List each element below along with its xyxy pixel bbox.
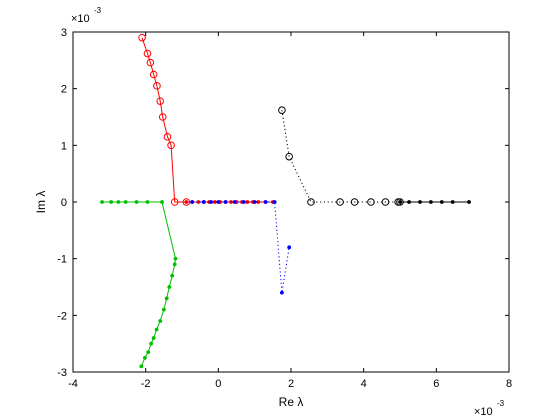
series-3-point-8 (172, 262, 177, 267)
series-3-point-19 (139, 364, 144, 369)
series-2-point-1 (201, 200, 206, 204)
series-1-point-2 (196, 200, 201, 204)
series-0-point-2 (146, 58, 155, 67)
series-0 (138, 33, 191, 206)
series-4-point-5 (367, 198, 375, 206)
y-tick-label-6: 3 (61, 27, 67, 39)
series-1-point-5 (212, 200, 217, 204)
series-3-point-16 (149, 341, 154, 346)
x-axis-label: Re λ (279, 395, 304, 409)
series-2 (190, 200, 292, 295)
series-0-point-8 (167, 141, 175, 150)
series-2-point-7 (252, 200, 257, 204)
series-0-point-9 (170, 198, 179, 206)
x-exponent-power: -3 (497, 399, 505, 408)
series-4-point-6 (381, 198, 390, 206)
x-tick-label-1: -2 (141, 378, 151, 390)
y-exponent-base: ×10 (71, 13, 90, 25)
series-4-point-3 (336, 198, 344, 206)
series-layer (100, 33, 471, 369)
series-0-point-6 (158, 113, 167, 121)
series-3-point-3 (123, 200, 128, 204)
y-tick-label-3: 0 (61, 197, 67, 209)
y-tick-label-5: 2 (61, 84, 67, 96)
series-5-point-1 (407, 200, 411, 204)
series-3-point-6 (160, 200, 164, 204)
x-tick-label-0: -4 (68, 378, 78, 390)
series-1-point-13 (256, 200, 261, 204)
series-3-point-4 (134, 200, 139, 204)
series-3-point-2 (116, 200, 121, 204)
series-4-point-4 (350, 198, 359, 206)
series-4-line (281, 110, 400, 203)
y-exponent-annotation: ×10 -3 (71, 6, 102, 25)
series-2-point-0 (190, 200, 195, 204)
y-exponent-power: -3 (94, 6, 102, 15)
series-3-point-13 (158, 319, 163, 323)
series-5 (398, 200, 471, 204)
series-3-point-12 (161, 307, 166, 312)
series-3-point-17 (146, 350, 151, 355)
series-3-point-5 (145, 200, 150, 204)
series-3-point-14 (154, 327, 159, 332)
series-0-point-4 (153, 82, 161, 90)
series-2-point-11 (287, 245, 292, 250)
y-tick-label-4: 1 (61, 140, 67, 152)
y-tick-label-1: -2 (57, 310, 67, 322)
series-3-point-7 (173, 256, 178, 261)
series-2-point-2 (209, 200, 213, 204)
series-3 (100, 200, 178, 369)
series-5-point-4 (439, 200, 444, 204)
series-2-point-8 (263, 200, 268, 204)
series-4-point-1 (285, 152, 293, 161)
series-2-point-3 (216, 200, 221, 204)
series-5-point-6 (467, 200, 471, 204)
x-tick-label-2: 0 (215, 378, 221, 390)
ticks-layer: -4 -2 0 2 4 6 8 -3 -2 -1 0 1 2 3 (57, 27, 512, 390)
series-3-point-11 (164, 296, 169, 301)
series-4-point-2 (307, 198, 315, 206)
series-2-point-4 (223, 200, 228, 204)
series-4-point-0 (278, 106, 286, 114)
x-tick-label-6: 8 (506, 378, 512, 390)
y-axis-label: Im λ (34, 191, 48, 214)
plot-area (72, 31, 510, 373)
series-0-point-7 (163, 133, 172, 141)
series-4 (278, 106, 404, 206)
series-0-point-5 (156, 97, 164, 105)
series-1-point-0 (184, 200, 189, 204)
series-3-point-10 (167, 285, 172, 289)
series-3-point-18 (143, 355, 147, 360)
series-0-point-1 (143, 49, 152, 58)
series-2-point-5 (232, 200, 237, 204)
series-3-point-0 (100, 200, 104, 204)
x-exponent-annotation: ×10 -3 (474, 399, 505, 418)
series-5-point-0 (398, 200, 402, 204)
series-0-point-0 (138, 33, 146, 42)
series-2-point-10 (280, 290, 284, 295)
series-2-point-6 (241, 200, 246, 204)
series-5-point-3 (428, 200, 433, 204)
series-3-point-15 (151, 336, 156, 340)
series-0-point-3 (149, 70, 158, 79)
x-tick-label-3: 2 (288, 378, 294, 390)
x-tick-label-5: 6 (433, 378, 439, 390)
series-5-point-5 (450, 200, 455, 204)
series-3-point-9 (170, 273, 175, 278)
y-tick-label-0: -3 (57, 367, 67, 379)
series-2-point-9 (272, 200, 277, 204)
x-exponent-base: ×10 (474, 406, 493, 418)
y-tick-label-2: -1 (57, 254, 67, 266)
x-tick-label-4: 4 (361, 378, 367, 390)
series-3-point-1 (109, 200, 114, 204)
series-5-point-2 (418, 200, 422, 204)
series-1-point-11 (245, 200, 250, 204)
